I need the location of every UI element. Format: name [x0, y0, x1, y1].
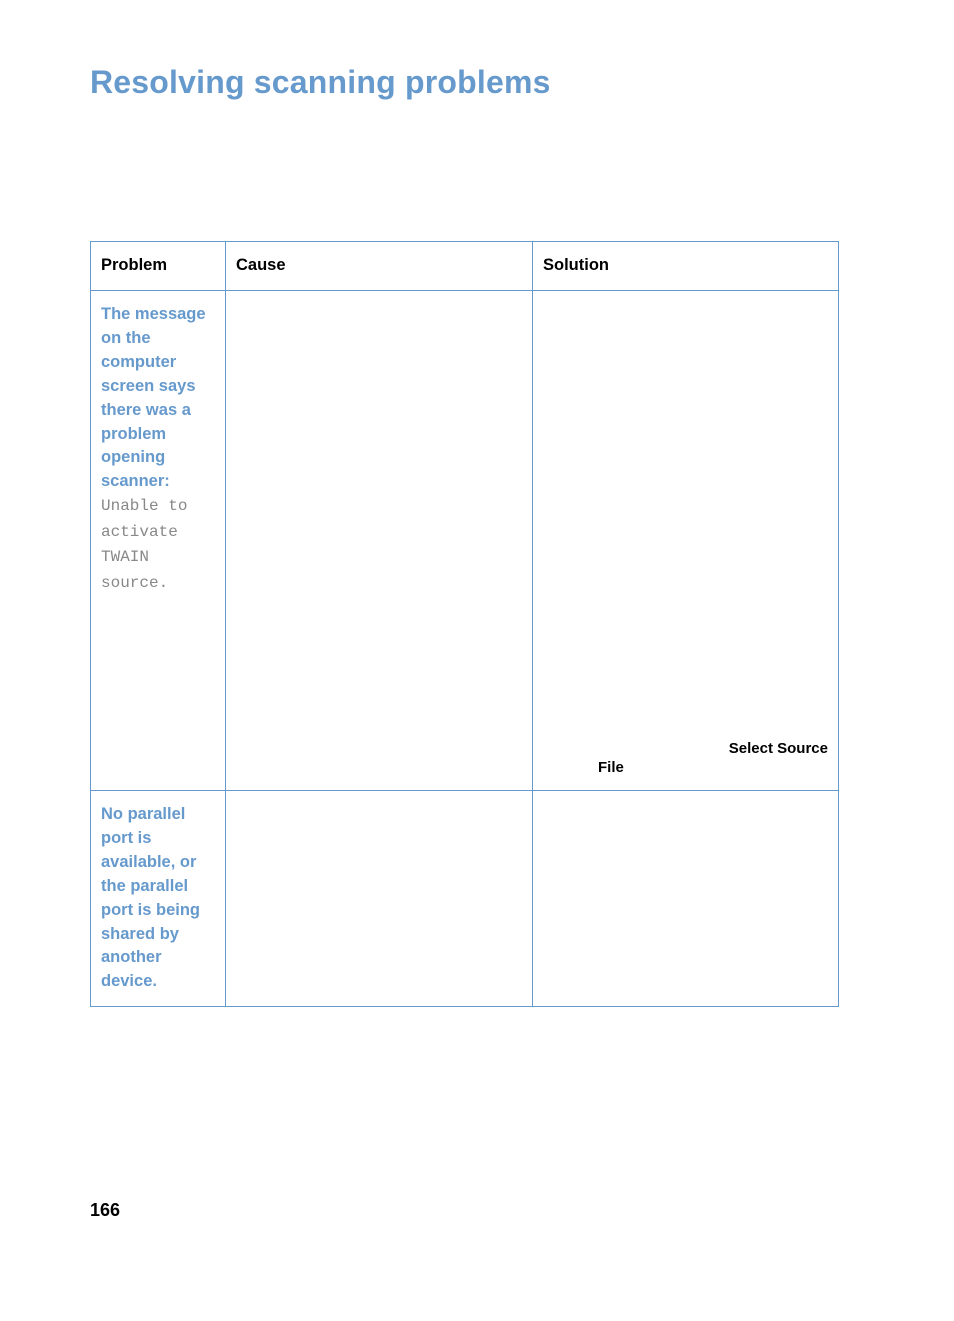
page-number: 166	[90, 1200, 120, 1221]
column-header-problem: Problem	[91, 242, 226, 291]
cause-cell	[226, 790, 533, 1006]
column-header-solution: Solution	[533, 242, 839, 291]
table-row: The message on the computer screen says …	[91, 290, 839, 790]
page-title: Resolving scanning problems	[90, 64, 864, 101]
solution-content: Select Source File	[543, 303, 828, 778]
problem-code: Unable to activate TWAIN source.	[101, 497, 187, 592]
table-row: No parallel port is available, or the pa…	[91, 790, 839, 1006]
problem-cell: The message on the computer screen says …	[91, 290, 226, 790]
cause-cell	[226, 290, 533, 790]
solution-bottom-text: Select Source File	[543, 739, 828, 778]
problem-heading: The message on the computer screen says …	[101, 305, 206, 490]
problem-heading: No parallel port is available, or the pa…	[101, 805, 200, 990]
table-header-row: Problem Cause Solution	[91, 242, 839, 291]
problem-cell: No parallel port is available, or the pa…	[91, 790, 226, 1006]
solution-cell: Select Source File	[533, 290, 839, 790]
solution-cell	[533, 790, 839, 1006]
document-page: Resolving scanning problems Problem Caus…	[0, 0, 954, 1321]
solution-select-source: Select Source	[543, 739, 828, 759]
column-header-cause: Cause	[226, 242, 533, 291]
troubleshooting-table: Problem Cause Solution The message on th…	[90, 241, 839, 1007]
solution-file: File	[543, 758, 828, 778]
